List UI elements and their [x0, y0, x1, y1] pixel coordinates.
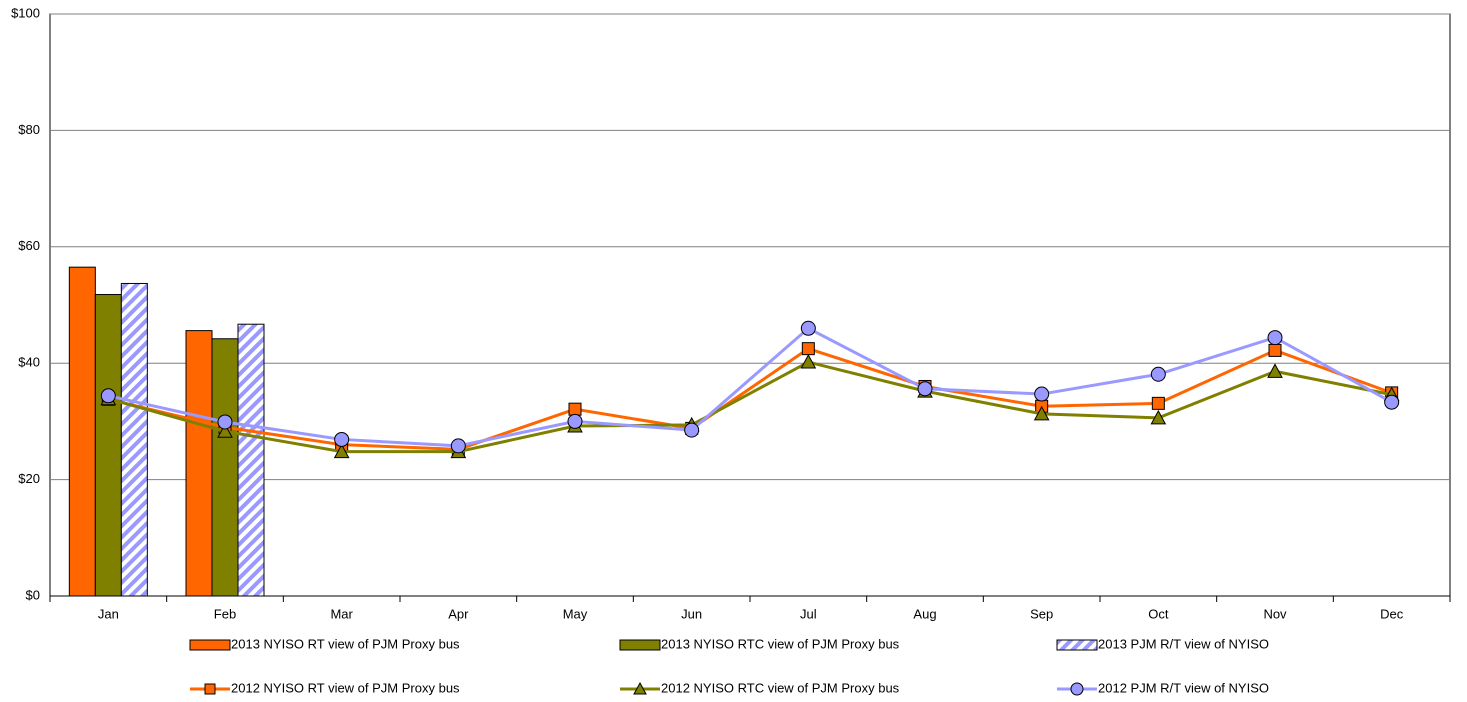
bar: [237, 323, 265, 597]
legend-swatch: [1056, 639, 1098, 651]
x-tick-label: Oct: [1148, 606, 1169, 621]
legend-swatch: [619, 639, 661, 651]
marker: [800, 353, 817, 369]
marker: [1034, 386, 1050, 402]
y-tick-label: $0: [26, 587, 40, 602]
marker: [204, 683, 216, 695]
y-tick-label: $20: [18, 471, 40, 486]
bar: [120, 282, 148, 597]
legend-label: 2013 NYISO RT view of PJM Proxy bus: [231, 636, 460, 651]
line: [107, 360, 1392, 454]
marker: [450, 438, 466, 454]
x-tick-label: Dec: [1380, 606, 1404, 621]
marker: [1267, 363, 1283, 378]
marker: [684, 422, 700, 438]
x-tick-label: Feb: [214, 606, 236, 621]
legend-label: 2013 NYISO RTC view of PJM Proxy bus: [661, 636, 900, 651]
bar: [211, 338, 239, 597]
marker: [333, 443, 350, 459]
marker: [217, 414, 233, 430]
marker: [1384, 394, 1400, 410]
bar: [185, 330, 213, 597]
y-tick-label: $40: [18, 355, 40, 370]
legend-label: 2012 NYISO RT view of PJM Proxy bus: [231, 680, 460, 695]
marker: [1070, 682, 1084, 696]
y-tick-label: $100: [11, 5, 40, 20]
marker: [1033, 405, 1050, 421]
marker: [1267, 330, 1283, 346]
bar: [68, 266, 96, 597]
marker: [568, 402, 582, 416]
marker: [1150, 409, 1167, 425]
y-tick-label: $80: [18, 122, 40, 137]
legend-label: 2012 PJM R/T view of NYISO: [1098, 680, 1269, 695]
marker: [917, 381, 933, 397]
marker: [334, 431, 350, 447]
y-tick-label: $60: [18, 238, 40, 253]
marker: [567, 413, 583, 429]
legend-swatch: [189, 639, 231, 651]
bar: [94, 294, 122, 597]
marker: [1151, 396, 1165, 410]
x-tick-label: Jul: [800, 606, 817, 621]
marker: [800, 320, 816, 336]
plot-area: [49, 13, 1451, 597]
x-tick-label: Sep: [1030, 606, 1053, 621]
x-tick-label: Aug: [913, 606, 936, 621]
marker: [633, 681, 647, 695]
line: [108, 326, 1393, 448]
x-tick-label: Apr: [448, 606, 469, 621]
legend-label: 2012 NYISO RTC view of PJM Proxy bus: [661, 680, 900, 695]
marker: [1268, 343, 1282, 357]
x-tick-label: Jun: [681, 606, 702, 621]
x-tick-label: Mar: [330, 606, 353, 621]
legend-label: 2013 PJM R/T view of NYISO: [1098, 636, 1269, 651]
x-tick-label: Jan: [98, 606, 119, 621]
marker: [100, 388, 116, 404]
marker: [1150, 366, 1166, 382]
line: [107, 346, 1393, 451]
marker: [801, 342, 815, 356]
x-tick-label: May: [563, 606, 588, 621]
x-tick-label: Nov: [1263, 606, 1287, 621]
marker: [217, 423, 233, 438]
